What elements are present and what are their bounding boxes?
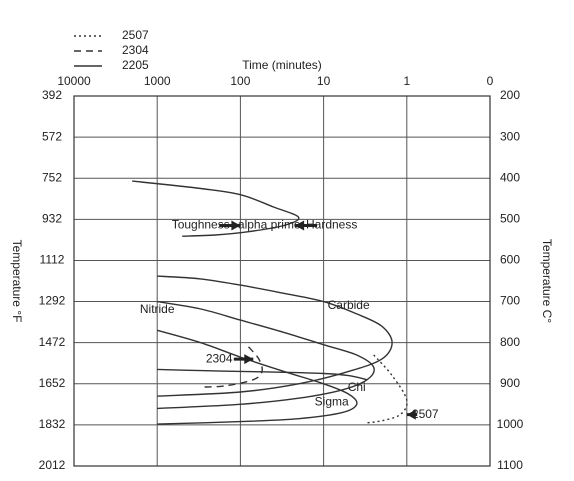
annotation-2304: 2304	[206, 351, 233, 365]
toughness-arrow-head	[231, 220, 241, 231]
curve-sigma	[157, 329, 358, 425]
y-right-tick-label: 1292	[39, 294, 66, 308]
annotation-nitride: Nitride	[140, 302, 175, 316]
grade-2507-arrow-head	[406, 409, 416, 420]
curve-chi	[157, 368, 368, 381]
y-left-tick-label: 400	[500, 170, 520, 184]
legend-label-2507: 2507	[122, 28, 149, 42]
y-left-tick-label: 700	[500, 294, 520, 308]
annotation-toughness: Toughness	[172, 218, 230, 232]
x-tick-label: 1	[403, 74, 410, 88]
y-right-tick-label: 1112	[40, 253, 65, 267]
y-left-tick-label: 900	[500, 376, 520, 390]
x-axis-title: Time (minutes)	[242, 58, 322, 72]
curve-carbide	[157, 275, 393, 397]
plot-border	[73, 95, 491, 467]
x-tick-label: 10	[317, 74, 331, 88]
plot-frame	[73, 95, 491, 467]
text-layer: 0 1 10 100 1000 10000 200 392 300 572 400 752 500 932…	[10, 58, 554, 472]
arrow-layer	[219, 220, 418, 420]
y-left-tick-label: 1100	[497, 458, 523, 472]
annotation-chi: Chi	[348, 380, 366, 394]
curve-alpha-prime	[132, 180, 300, 237]
curve-2507	[367, 354, 408, 424]
y-right-tick-label: 572	[42, 129, 62, 143]
curve-layer	[132, 180, 408, 425]
y-left-tick-label: 500	[500, 212, 520, 226]
y-right-tick-label: 752	[42, 170, 62, 184]
y-right-tick-label: 2012	[39, 458, 66, 472]
grade-2304-arrow-head	[244, 354, 254, 365]
y-right-tick-label: 1472	[39, 335, 66, 349]
curve-2304	[200, 346, 263, 388]
annotation-alpha-prime: alpha prime	[238, 218, 301, 232]
y-left-tick-label: 300	[500, 129, 520, 143]
y-left-tick-label: 600	[500, 253, 520, 267]
y-left-tick-label: 800	[500, 335, 520, 349]
curve-nitride	[157, 300, 375, 410]
annotation-sigma: Sigma	[315, 394, 349, 408]
y-left-tick-label: 200	[500, 88, 520, 102]
y-left-axis-title: Temperature C°	[540, 239, 554, 323]
x-tick-label: 1000	[144, 74, 171, 88]
annotation-carbide: Carbide	[328, 298, 370, 312]
y-right-tick-label: 392	[42, 88, 62, 102]
x-tick-label: 100	[230, 74, 250, 88]
y-right-tick-label: 1652	[39, 376, 66, 390]
legend-label-2304: 2304	[122, 43, 149, 57]
y-right-axis-title: Temperature °F	[10, 240, 24, 323]
annotation-hardness: Hardness	[306, 218, 357, 232]
y-right-tick-label: 932	[42, 212, 62, 226]
y-right-tick-label: 1832	[39, 417, 66, 431]
x-tick-label: 0	[487, 74, 494, 88]
x-tick-label: 10000	[57, 74, 91, 88]
annotation-2507: 2507	[412, 407, 439, 421]
legend-label-2205: 2205	[122, 58, 149, 72]
hardness-arrow-head	[295, 220, 305, 231]
y-left-tick-label: 1000	[497, 417, 524, 431]
